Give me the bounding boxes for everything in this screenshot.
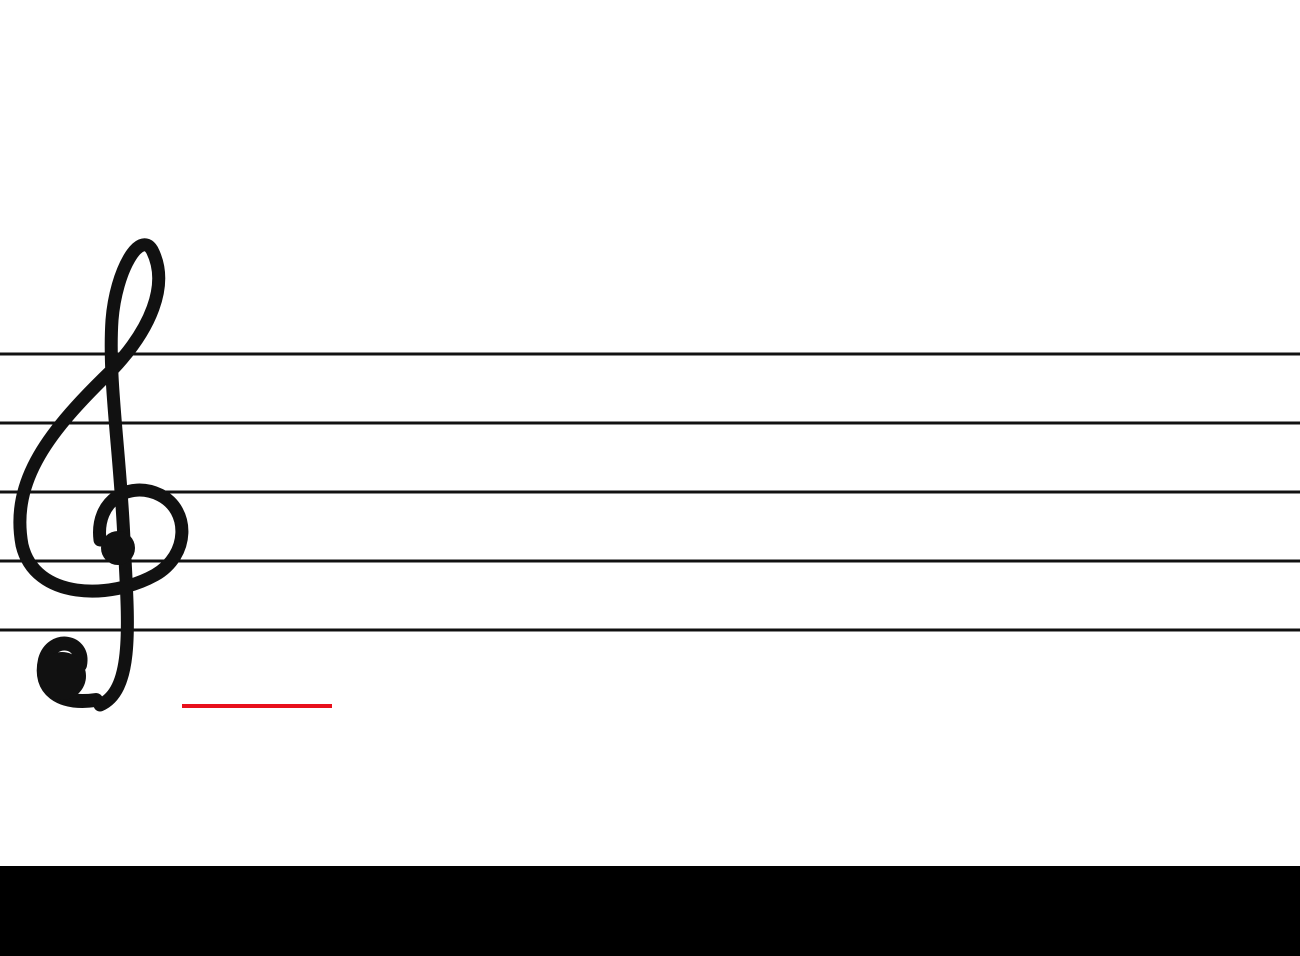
music-scale-illustration xyxy=(0,238,1300,712)
treble-clef-icon xyxy=(13,238,189,712)
watermark-footer xyxy=(0,866,1300,956)
staff-canvas xyxy=(0,238,1300,712)
staff xyxy=(0,352,1300,632)
